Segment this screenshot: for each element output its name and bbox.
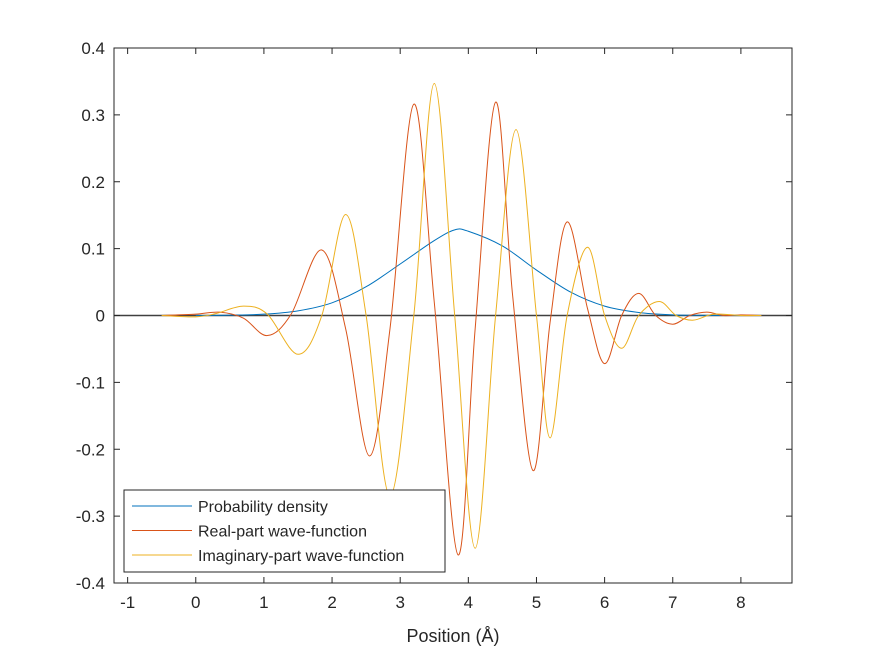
y-tick-label: -0.4	[76, 574, 105, 593]
series-line-2	[161, 101, 762, 556]
legend-label: Probability density	[198, 499, 328, 516]
x-tick-label: 1	[259, 593, 268, 612]
x-axis-label: Position (Å)	[406, 626, 499, 646]
legend-label: Real-part wave-function	[198, 524, 367, 541]
y-tick-label: 0.3	[81, 106, 105, 125]
y-tick-label: 0.4	[81, 39, 105, 58]
x-tick-label: 6	[600, 593, 609, 612]
y-tick-label: 0.2	[81, 173, 105, 192]
tick-layer: -1 0 1 2 3 4 5 6 7 8 -0.4 -0.3 -0.2 -0.1 0 0.1 0.2 0.3 0.4	[76, 39, 792, 612]
y-tick-label: -0.3	[76, 507, 105, 526]
x-tick-label: 5	[532, 593, 541, 612]
y-tick-label: -0.2	[76, 440, 105, 459]
y-tick-label: 0.1	[81, 240, 105, 259]
legend: Probability density Real-part wave-functi…	[123, 489, 446, 573]
legend-label: Imaginary-part wave-function	[198, 548, 404, 565]
x-tick-label: -1	[120, 593, 135, 612]
x-tick-label: 2	[327, 593, 336, 612]
x-tick-label: 3	[395, 593, 404, 612]
y-tick-label: -0.1	[76, 373, 105, 392]
x-tick-label: 4	[464, 593, 473, 612]
series-layer	[161, 82, 762, 556]
x-tick-label: 8	[736, 593, 745, 612]
x-tick-label: 7	[668, 593, 677, 612]
series-line-3	[161, 82, 762, 549]
y-tick-label: 0	[96, 307, 105, 326]
x-tick-label: 0	[191, 593, 200, 612]
